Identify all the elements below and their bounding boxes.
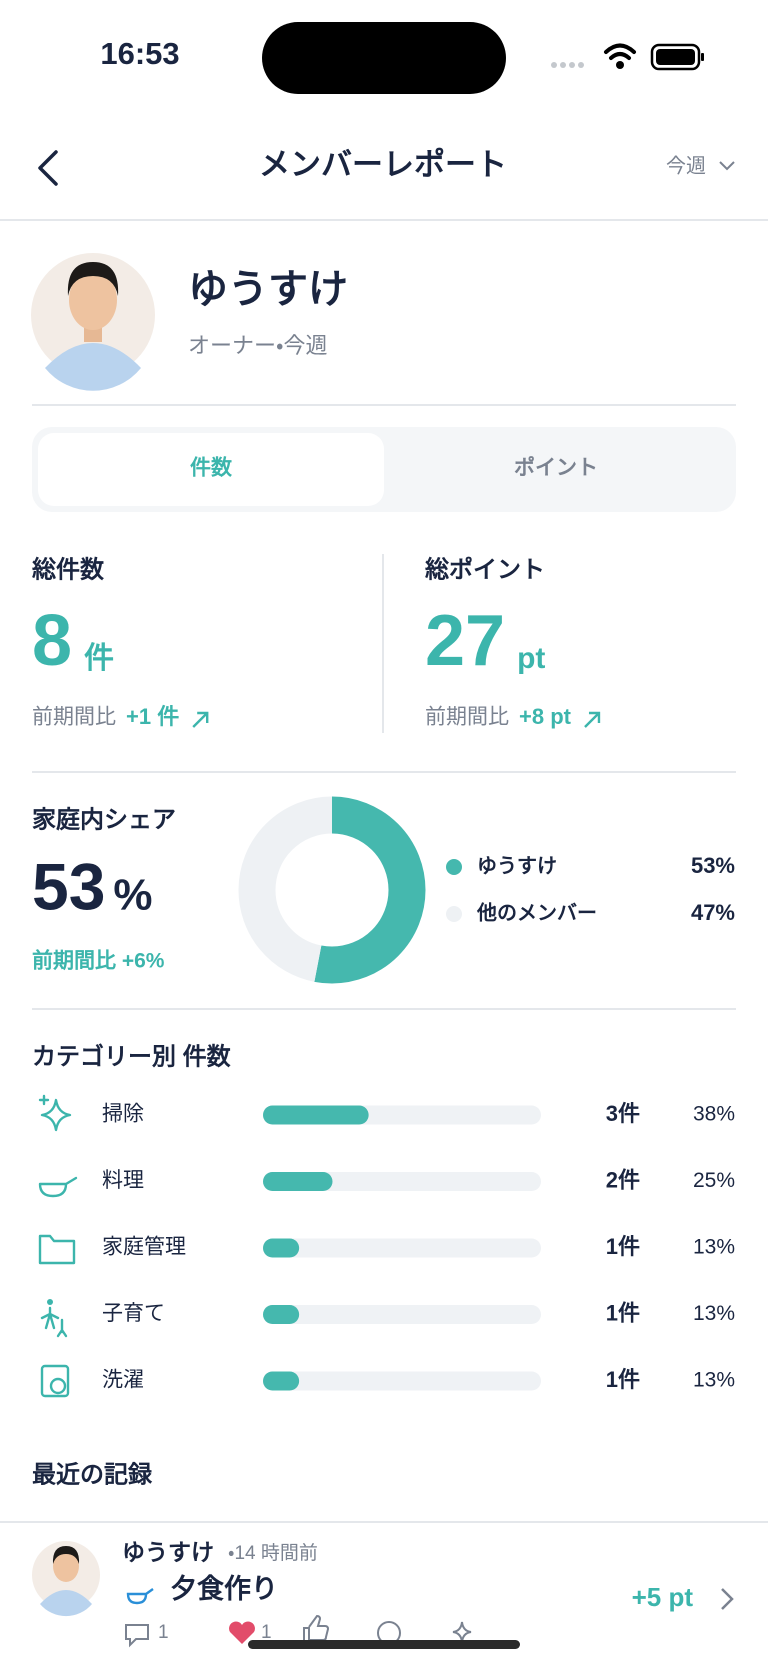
- category-percent: 38%: [693, 1103, 735, 1126]
- category-name: 洗濯: [102, 1369, 144, 1392]
- comment-count: 1: [158, 1622, 169, 1643]
- profile-name: ゆうすけ: [188, 268, 348, 312]
- bar-track: [263, 1238, 541, 1258]
- bar: [263, 1172, 333, 1191]
- legend-name: ゆうすけ: [477, 854, 557, 877]
- avatar: [31, 253, 155, 391]
- period-selector[interactable]: 今週: [666, 154, 706, 177]
- legend-dot: [446, 906, 462, 922]
- like-icon[interactable]: [229, 1621, 255, 1644]
- legend-dot: [446, 859, 462, 875]
- stat-value: 8: [32, 601, 72, 681]
- legend-value: 47%: [691, 900, 735, 925]
- category-percent: 25%: [693, 1169, 735, 1192]
- recent-task: 夕食作り: [170, 1574, 278, 1604]
- bar-track: [263, 1305, 541, 1324]
- category-count: 2件: [606, 1167, 640, 1192]
- share-compare: 前期間比 +6%: [32, 949, 165, 973]
- recent-user: ゆうすけ: [122, 1539, 214, 1565]
- category-count: 1件: [606, 1300, 640, 1325]
- battery: [650, 43, 701, 71]
- period-chevron[interactable]: [719, 161, 735, 171]
- recent-time: ・14 時間前: [228, 1542, 318, 1564]
- bar: [263, 1238, 300, 1258]
- category-count: 3件: [606, 1101, 640, 1126]
- stat-compare-label: 前期間比: [32, 706, 116, 729]
- stat-unit: 件: [84, 642, 114, 675]
- stat-value: 27: [425, 601, 505, 681]
- category-percent: 13%: [693, 1302, 735, 1325]
- wifi-icon: [604, 43, 636, 60]
- share-unit: %: [113, 871, 152, 920]
- signal: [551, 62, 584, 68]
- tab[interactable]: 件数: [190, 456, 233, 480]
- profile-subtitle: オーナー・今週: [188, 333, 327, 358]
- categories-title: カテゴリー別 件数: [32, 1042, 232, 1070]
- like-count: 1: [261, 1622, 272, 1643]
- trend-arrow: [584, 711, 601, 728]
- legend-name: 他のメンバー: [476, 900, 597, 924]
- category-percent: 13%: [693, 1369, 735, 1392]
- stat-compare-value: +8 pt: [519, 704, 572, 729]
- stat-compare-label: 前期間比: [425, 706, 509, 729]
- wifi-dot: [616, 61, 624, 69]
- comment-icon[interactable]: [125, 1624, 149, 1648]
- category-name: 子育て: [102, 1302, 165, 1325]
- category-count: 1件: [606, 1367, 640, 1392]
- tab-active[interactable]: [38, 433, 384, 506]
- tab[interactable]: ポイント: [514, 456, 598, 480]
- back-button[interactable]: [38, 150, 58, 186]
- recent-avatar: [32, 1541, 100, 1617]
- category-percent: 13%: [693, 1236, 735, 1259]
- battery-cap: [701, 53, 704, 61]
- recent-title: 最近の記録: [32, 1461, 153, 1488]
- bar: [263, 1305, 300, 1324]
- dynamic-island: [262, 22, 506, 94]
- category-name: 料理: [102, 1169, 144, 1192]
- donut-segment: [238, 796, 426, 984]
- bar-track: [263, 1172, 541, 1191]
- recent-chevron[interactable]: [721, 1588, 734, 1610]
- header-title: メンバーレポート: [259, 147, 507, 182]
- legend-value: 53%: [691, 853, 735, 878]
- task-icon: [126, 1588, 154, 1605]
- category-count: 1件: [606, 1234, 640, 1259]
- share-value: 53: [32, 849, 105, 923]
- bar: [263, 1105, 369, 1125]
- sparkle-icon[interactable]: [452, 1621, 472, 1643]
- stat-label: 総件数: [32, 555, 105, 583]
- recent-points: +5 pt: [632, 1582, 694, 1612]
- trend-arrow: [192, 711, 209, 728]
- home-indicator: [248, 1640, 520, 1649]
- category-name: 掃除: [102, 1103, 144, 1126]
- category-icons: [38, 1094, 78, 1398]
- share-title: 家庭内シェア: [32, 806, 176, 833]
- category-name: 家庭管理: [102, 1236, 186, 1259]
- battery-level: [656, 49, 695, 65]
- status-time: 16:53: [100, 36, 179, 71]
- stat-label: 総ポイント: [425, 555, 545, 583]
- stat-compare-value: +1 件: [126, 704, 179, 729]
- bar: [263, 1371, 300, 1391]
- thumb-icon[interactable]: [303, 1614, 330, 1643]
- stat-unit: pt: [517, 642, 545, 675]
- bar-track: [263, 1371, 541, 1391]
